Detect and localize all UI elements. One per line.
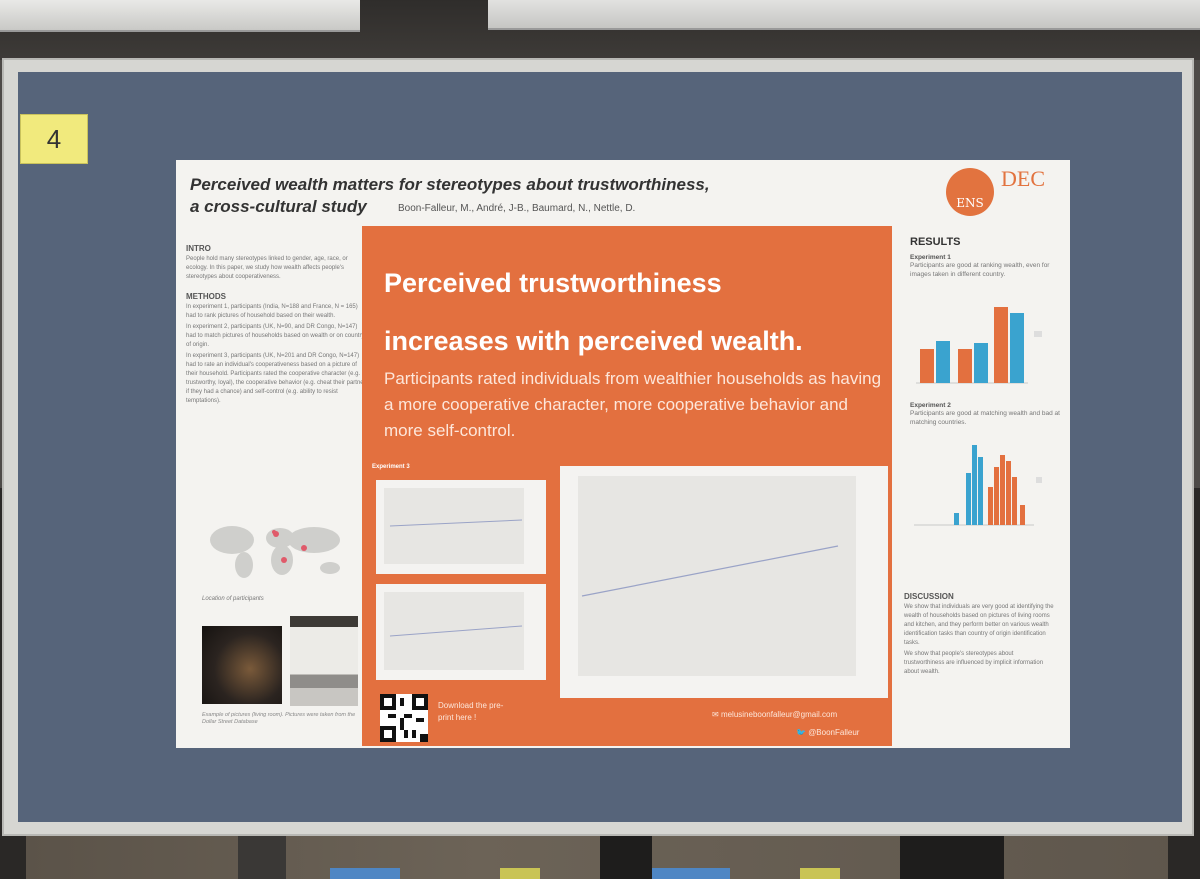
visitor-leg [900,836,1004,879]
photo-caption: Example of pictures (living room). Pictu… [202,712,356,725]
twitter-handle: @BoonFalleur [808,728,860,737]
trend-line [389,625,523,637]
experiment-1-text: Participants are good at ranking wealth,… [910,262,1050,278]
map-caption: Location of participants [202,596,264,602]
intro-text: People hold many stereotypes linked to g… [186,256,348,280]
bar [994,307,1008,383]
methods-item: In experiment 1, participants (India, N=… [186,304,358,319]
poster-authors: Boon-Falleur, M., André, J-B., Baumard, … [398,203,636,214]
poster-title: Perceived wealth matters for stereotypes… [190,174,890,218]
qr-code[interactable] [380,694,428,742]
dec-logo-text: DEC [1001,166,1045,191]
bar [1010,313,1024,383]
headline-subtext: Participants rated individuals from weal… [384,369,882,440]
twitter-icon: 🐦 [796,728,809,737]
trend-line [389,519,523,527]
poster-title-line: a cross-cultural study [190,197,367,216]
visitor-leg [238,836,286,879]
ceiling [0,0,1200,60]
headline-line: Perceived trustworthiness [384,268,722,298]
download-preprint-text: Download the pre-print here ! [438,701,504,722]
left-column: INTRO People hold many stereotypes linke… [186,238,366,406]
carpet-stripe [800,868,840,879]
experiment-2-histogram [914,445,1042,526]
board-number-tag: 4 [20,114,88,164]
discussion-item: We show that people's stereotypes about … [904,651,1044,675]
bar [974,343,988,383]
bar [936,341,950,383]
discussion-item: We show that individuals are very good a… [904,604,1054,646]
email-text: melusineboonfalleur@gmail.com [720,710,838,719]
living-room-photo [290,616,358,706]
poster-title-line: Perceived wealth matters for stereotypes… [190,175,710,194]
discussion-section: DISCUSSION We show that individuals are … [904,586,1054,677]
trend-line [581,545,839,597]
plot-area [384,488,524,564]
experiment-3-plot [376,584,546,680]
discussion-heading: DISCUSSION [904,592,954,601]
contact-twitter: 🐦 @BoonFalleur [796,728,859,737]
contact-email: ✉ melusineboonfalleur@gmail.com [712,710,837,719]
experiment-1-heading: Experiment 1 [910,254,951,261]
results-heading: RESULTS [910,236,961,248]
living-room-photo [202,626,282,704]
bar [920,349,934,383]
methods-item: In experiment 3, participants (UK, N=201… [186,353,366,404]
carpet-stripe [330,868,400,879]
bar [958,349,972,383]
intro-heading: INTRO [186,244,211,253]
poster: Perceived wealth matters for stereotypes… [176,160,1070,748]
carpet-stripe [500,868,540,879]
key-finding-panel: Perceived trustworthiness increases with… [362,226,892,746]
plot-area [578,476,856,676]
headline-line: increases with perceived wealth. [384,326,803,356]
methods-heading: METHODS [186,292,226,301]
ens-logo: ENS [946,168,994,216]
ceiling-light-panel [488,0,1200,30]
headline: Perceived trustworthiness increases with… [384,254,884,370]
experiment-3-plot [376,480,546,574]
experiment-1-bar-chart [916,307,1042,384]
visitor-leg [600,836,652,879]
carpet-stripe [640,868,730,879]
right-column: RESULTS Experiment 1 Participants are go… [910,236,1060,538]
experiment-3-main-plot [560,466,888,698]
ceiling-light-panel [0,0,360,32]
methods-item: In experiment 2, participants (UK, N=90,… [186,324,365,348]
world-map [210,526,340,578]
experiment-2-text: Participants are good at matching wealth… [910,410,1060,426]
experiment-3-label: Experiment 3 [372,464,410,470]
mail-icon: ✉ [712,710,721,719]
experiment-2-heading: Experiment 2 [910,402,951,409]
